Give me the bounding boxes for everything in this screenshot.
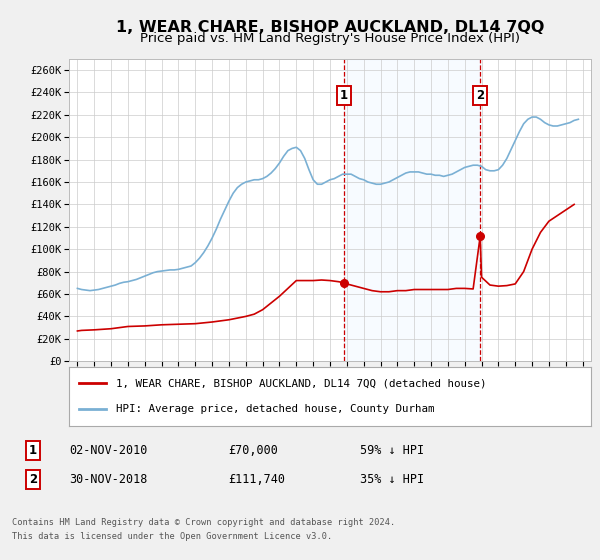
Text: £111,740: £111,740: [228, 473, 285, 487]
Text: £70,000: £70,000: [228, 444, 278, 458]
Text: 1, WEAR CHARE, BISHOP AUCKLAND, DL14 7QQ: 1, WEAR CHARE, BISHOP AUCKLAND, DL14 7QQ: [116, 20, 544, 35]
Text: 2: 2: [29, 473, 37, 487]
Text: 1: 1: [29, 444, 37, 458]
Text: 1: 1: [340, 89, 348, 102]
Text: HPI: Average price, detached house, County Durham: HPI: Average price, detached house, Coun…: [116, 404, 434, 414]
Bar: [344, 59, 480, 361]
Text: 35% ↓ HPI: 35% ↓ HPI: [360, 473, 424, 487]
Text: 59% ↓ HPI: 59% ↓ HPI: [360, 444, 424, 458]
Text: 1, WEAR CHARE, BISHOP AUCKLAND, DL14 7QQ (detached house): 1, WEAR CHARE, BISHOP AUCKLAND, DL14 7QQ…: [116, 378, 487, 388]
Text: This data is licensed under the Open Government Licence v3.0.: This data is licensed under the Open Gov…: [12, 532, 332, 541]
Text: Contains HM Land Registry data © Crown copyright and database right 2024.: Contains HM Land Registry data © Crown c…: [12, 518, 395, 527]
Text: 02-NOV-2010: 02-NOV-2010: [69, 444, 148, 458]
Text: Price paid vs. HM Land Registry's House Price Index (HPI): Price paid vs. HM Land Registry's House …: [140, 32, 520, 45]
Text: 30-NOV-2018: 30-NOV-2018: [69, 473, 148, 487]
Text: 2: 2: [476, 89, 484, 102]
